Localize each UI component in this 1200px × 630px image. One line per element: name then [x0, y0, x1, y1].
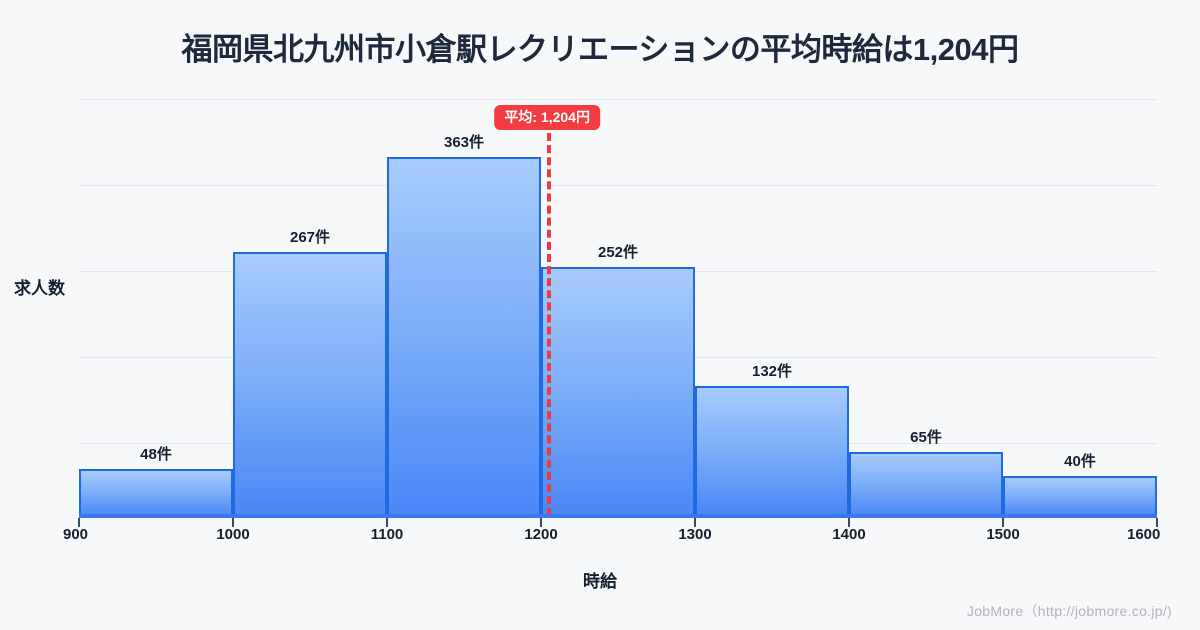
bar-value-label: 267件	[289, 229, 331, 247]
histogram-bar[interactable]	[695, 385, 849, 516]
bar-value-label: 65件	[910, 428, 942, 446]
x-axis-tick	[78, 518, 80, 527]
x-axis-tick	[848, 518, 850, 527]
x-axis-tick-label: 1200	[524, 526, 558, 543]
histogram-bar[interactable]	[233, 252, 387, 516]
bar-value-label: 48件	[140, 445, 172, 463]
x-axis-tick-label: 1300	[678, 526, 712, 543]
histogram-bar[interactable]	[1003, 476, 1157, 516]
histogram-bar[interactable]	[387, 157, 541, 516]
x-axis-tick-label: 1000	[216, 526, 250, 543]
gridline	[79, 99, 1157, 100]
bar-value-label: 132件	[751, 362, 793, 380]
y-axis-title: 求人数	[14, 279, 65, 298]
average-badge: 平均: 1,204円	[494, 105, 600, 130]
page-title: 福岡県北九州市小倉駅レクリエーションの平均時給は1,204円	[181, 32, 1019, 67]
bars-layer: 48件 267件 363件 252件 132件 65件 40件	[79, 90, 1157, 516]
x-axis-tick	[540, 518, 542, 527]
watermark: JobMore（http://jobmore.co.jp/)	[966, 603, 1172, 619]
x-axis-tick	[386, 518, 388, 527]
gridline	[79, 185, 1157, 186]
x-axis-line	[79, 514, 1157, 518]
x-axis-tick	[1156, 518, 1158, 527]
histogram-bar[interactable]	[849, 451, 1003, 516]
bar-value-label: 252件	[597, 243, 639, 261]
x-axis-tick-label: 1500	[986, 526, 1020, 543]
x-axis-tick-label: 1400	[832, 526, 866, 543]
x-axis-title: 時給	[583, 572, 617, 591]
x-axis-tick-label: 1600	[1127, 526, 1161, 543]
x-axis-tick	[1002, 518, 1004, 527]
x-axis-tick	[232, 518, 234, 527]
histogram-bar[interactable]	[79, 468, 233, 516]
x-axis-tick-label: 900	[63, 526, 89, 543]
plot-area: 48件 267件 363件 252件 132件 65件 40件	[79, 90, 1157, 516]
bar-value-label: 363件	[443, 134, 485, 152]
average-line	[547, 133, 552, 516]
x-axis-tick-label: 1100	[370, 526, 404, 543]
x-axis-tick	[694, 518, 696, 527]
histogram-bar[interactable]	[541, 266, 695, 516]
bar-value-label: 40件	[1064, 453, 1096, 471]
